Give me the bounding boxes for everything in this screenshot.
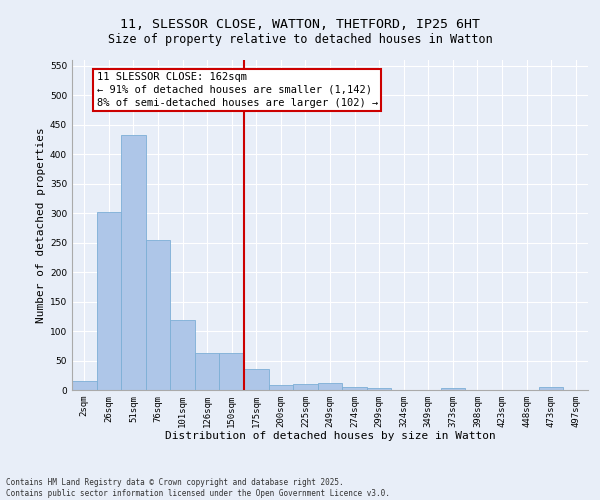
- Bar: [195, 353, 220, 390]
- Bar: [97, 212, 121, 390]
- Bar: [318, 383, 342, 390]
- Bar: [220, 353, 244, 390]
- Text: 11 SLESSOR CLOSE: 162sqm
← 91% of detached houses are smaller (1,142)
8% of semi: 11 SLESSOR CLOSE: 162sqm ← 91% of detach…: [97, 72, 378, 108]
- Bar: [121, 136, 146, 390]
- Bar: [269, 386, 293, 390]
- Text: Contains HM Land Registry data © Crown copyright and database right 2025.
Contai: Contains HM Land Registry data © Crown c…: [6, 478, 390, 498]
- Bar: [244, 370, 269, 390]
- Bar: [539, 387, 563, 390]
- X-axis label: Distribution of detached houses by size in Watton: Distribution of detached houses by size …: [164, 432, 496, 442]
- Bar: [293, 384, 318, 390]
- Bar: [367, 388, 391, 390]
- Bar: [72, 381, 97, 390]
- Text: 11, SLESSOR CLOSE, WATTON, THETFORD, IP25 6HT: 11, SLESSOR CLOSE, WATTON, THETFORD, IP2…: [120, 18, 480, 30]
- Y-axis label: Number of detached properties: Number of detached properties: [36, 127, 46, 323]
- Text: Size of property relative to detached houses in Watton: Size of property relative to detached ho…: [107, 32, 493, 46]
- Bar: [342, 387, 367, 390]
- Bar: [146, 240, 170, 390]
- Bar: [170, 320, 195, 390]
- Bar: [440, 388, 465, 390]
